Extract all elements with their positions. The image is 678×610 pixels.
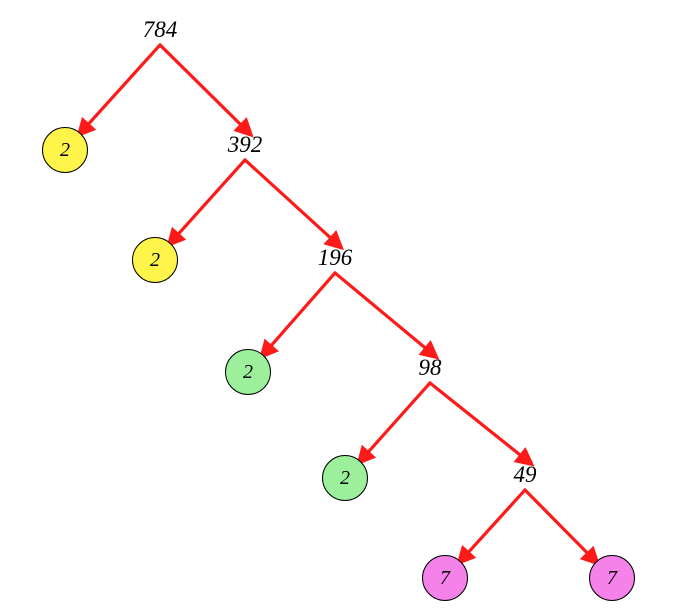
factor-tree: 784 2 392 2 196 2 98 2 49 7 7	[0, 0, 678, 610]
tree-edge	[430, 383, 525, 459]
tree-edge	[525, 490, 592, 557]
leaf-node: 2	[225, 349, 271, 395]
tree-edge	[267, 273, 335, 350]
branch-label: 49	[514, 462, 537, 488]
tree-edge	[245, 160, 335, 242]
branch-label: 392	[228, 132, 263, 158]
leaf-node: 7	[589, 555, 635, 601]
tree-edge	[465, 490, 525, 557]
branch-label: 196	[318, 245, 353, 271]
leaf-node: 2	[42, 127, 88, 173]
tree-edge	[364, 383, 430, 456]
tree-edge	[335, 273, 430, 352]
edges-layer	[0, 0, 678, 610]
tree-edge	[84, 45, 160, 129]
leaf-node: 2	[322, 455, 368, 501]
branch-label: 784	[143, 17, 178, 43]
tree-edge	[174, 160, 245, 238]
leaf-node: 7	[422, 555, 468, 601]
branch-label: 98	[419, 355, 442, 381]
tree-edge	[160, 45, 245, 129]
leaf-node: 2	[132, 237, 178, 283]
